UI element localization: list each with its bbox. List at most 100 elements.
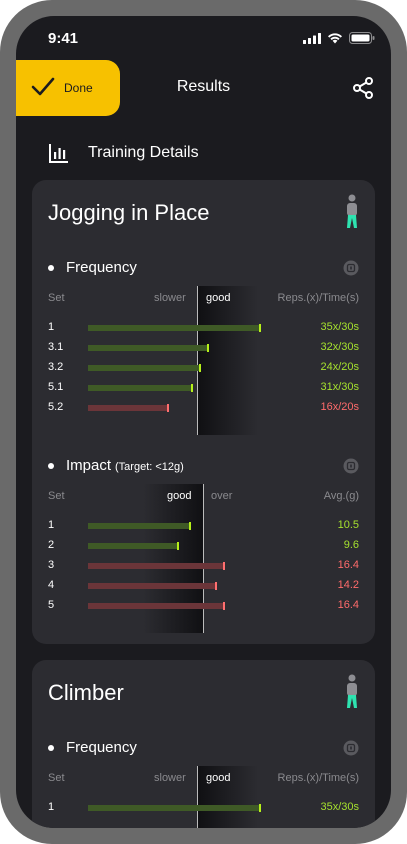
row-bar-track	[88, 384, 288, 392]
chart-row: 3.2 24x/20s	[48, 357, 359, 377]
nav-bar: Done Results	[16, 60, 391, 116]
share-icon	[353, 77, 373, 99]
col-header-set: Set	[48, 490, 65, 502]
bullet-dot	[48, 463, 54, 469]
row-bar	[88, 523, 190, 529]
col-header-good: good	[206, 292, 231, 304]
metric-chart: Set slower good Reps.(x)/Time(s) 1 35x/30s 3.1…	[48, 286, 359, 435]
cellular-signal-icon	[303, 32, 321, 44]
row-bar-track	[88, 522, 288, 530]
row-bar	[88, 583, 216, 589]
row-bar	[88, 563, 224, 569]
chart-row: 5.1 31x/30s	[48, 377, 359, 397]
metric-name: Frequency	[66, 739, 137, 756]
row-bar	[88, 543, 178, 549]
row-set-label: 5.2	[48, 401, 64, 413]
chart-row: 3 16.4	[48, 555, 359, 575]
metric-chart: Set good over Avg.(g) 1 10.5 2 9.6 3 16.4 4 14.2 5 16…	[48, 484, 359, 633]
row-bar-track	[88, 582, 288, 590]
row-bar	[88, 805, 260, 811]
col-header-over: over	[211, 490, 233, 502]
status-icons	[303, 32, 375, 44]
share-button[interactable]	[351, 76, 375, 100]
bar-chart-icon	[49, 144, 68, 163]
good-zone	[198, 766, 258, 828]
col-header-set: Set	[48, 292, 65, 304]
row-bar-tip	[191, 384, 193, 392]
col-header-set: Set	[48, 772, 65, 784]
row-bar	[88, 345, 208, 351]
section-title: Training Details	[88, 144, 199, 161]
chart-row: 1 10.5	[48, 515, 359, 535]
metric-name-text: Frequency	[66, 739, 137, 756]
row-bar-tip	[223, 562, 225, 570]
metric-chart: Set slower good Reps.(x)/Time(s) 1 35x/30s	[48, 766, 359, 828]
row-bar-track	[88, 364, 288, 372]
metric-name-text: Impact	[66, 457, 112, 474]
row-value: 32x/30s	[320, 341, 359, 353]
chart-row: 1 35x/30s	[48, 317, 359, 337]
row-bar	[88, 365, 200, 371]
row-bar-track	[88, 562, 288, 570]
row-set-label: 3.1	[48, 341, 64, 353]
row-value: 24x/20s	[320, 361, 359, 373]
row-value: 16x/20s	[320, 401, 359, 413]
section-header: Training Details	[48, 140, 199, 166]
metric-impact: Impact (Target: <12g) Set good over Avg.(g) 1 1…	[48, 456, 359, 633]
chart-row: 4 14.2	[48, 575, 359, 595]
row-bar	[88, 405, 168, 411]
done-button[interactable]: Done	[16, 60, 120, 116]
row-bar-track	[88, 404, 288, 412]
row-value: 16.4	[337, 559, 359, 571]
row-bar	[88, 603, 224, 609]
row-value: 35x/30s	[320, 801, 359, 813]
row-value: 9.6	[343, 539, 359, 551]
row-bar-track	[88, 602, 288, 610]
row-set-label: 1	[48, 801, 55, 813]
bullet-dot	[48, 265, 54, 271]
chart-row: 1 35x/30s	[48, 797, 359, 817]
info-icon[interactable]	[343, 260, 359, 276]
row-bar	[88, 325, 260, 331]
row-bar-track	[88, 324, 288, 332]
good-zone-divider	[203, 484, 204, 633]
screen: 9:41	[16, 16, 391, 828]
row-bar-tip	[215, 582, 217, 590]
col-header-value: Avg.(g)	[323, 490, 359, 502]
page-title: Results	[176, 78, 231, 95]
good-zone-divider	[197, 766, 198, 828]
exercise-title: Climber	[48, 680, 124, 705]
status-time: 9:41	[48, 30, 79, 47]
row-bar-tip	[223, 602, 225, 610]
row-bar-tip	[259, 324, 261, 332]
metric-name-text: Frequency	[66, 259, 137, 276]
row-bar-track	[88, 804, 288, 812]
row-bar-tip	[189, 522, 191, 530]
col-header-value: Reps.(x)/Time(s)	[277, 292, 359, 304]
info-icon[interactable]	[343, 740, 359, 756]
row-value: 31x/30s	[320, 381, 359, 393]
battery-icon	[349, 32, 375, 44]
row-bar-tip	[199, 364, 201, 372]
row-set-label: 1	[48, 519, 55, 531]
check-icon	[31, 77, 55, 96]
row-set-label: 3	[48, 559, 55, 571]
row-value: 16.4	[337, 599, 359, 611]
col-header-slower: slower	[154, 292, 186, 304]
row-set-label: 2	[48, 539, 55, 551]
col-header-good: good	[206, 772, 231, 784]
metric-target: (Target: <12g)	[115, 461, 184, 473]
row-set-label: 5	[48, 599, 55, 611]
row-value: 10.5	[337, 519, 359, 531]
person-figure-icon	[347, 194, 357, 228]
row-value: 35x/30s	[320, 321, 359, 333]
chart-row: 3.1 32x/30s	[48, 337, 359, 357]
row-bar-track	[88, 542, 288, 550]
metric-name: Impact (Target: <12g)	[66, 457, 184, 474]
info-icon[interactable]	[343, 458, 359, 474]
row-set-label: 1	[48, 321, 55, 333]
chart-row: 5.2 16x/20s	[48, 397, 359, 417]
row-bar-track	[88, 344, 288, 352]
row-set-label: 3.2	[48, 361, 64, 373]
